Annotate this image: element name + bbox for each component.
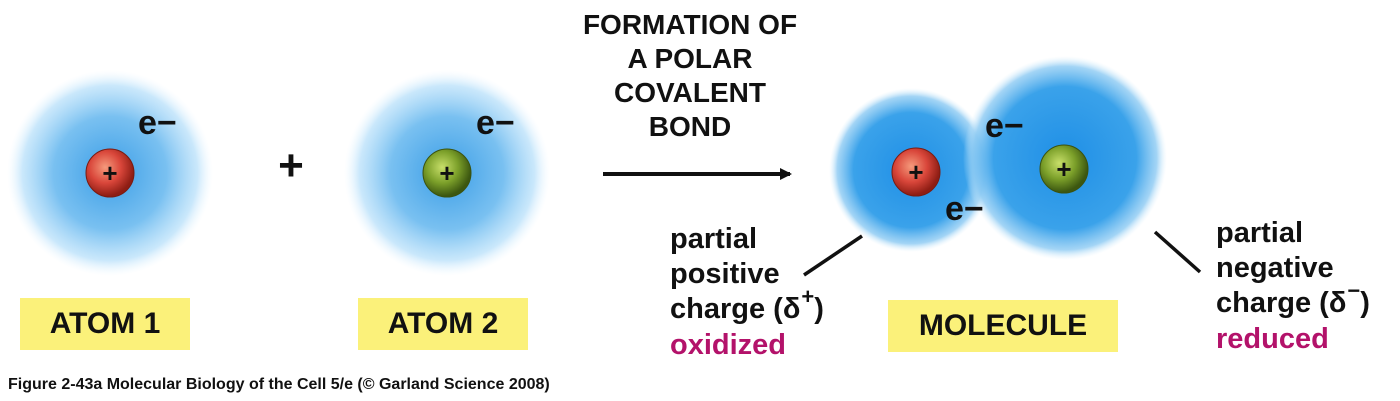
atom-2-nucleus: + xyxy=(422,148,472,198)
partial-negative-symbol: − xyxy=(1347,278,1361,303)
right-annotation-charge-prefix: charge (δ xyxy=(1216,287,1347,319)
right-annotation-line-2: negative xyxy=(1216,252,1334,284)
atom-2-nucleus-sign: + xyxy=(439,158,454,188)
left-annotation-line-1: partial xyxy=(670,223,758,255)
left-annotation-charge-suffix: ) xyxy=(814,293,824,325)
atom-2-label: ATOM 2 xyxy=(358,298,528,350)
molecule-nucleus-right: + xyxy=(1039,144,1089,194)
left-annotation-line-2: positive xyxy=(670,258,780,290)
atom-1-nucleus: + xyxy=(85,148,135,198)
right-annotation-line-1: partial xyxy=(1216,217,1304,249)
molecule: + + e− e− xyxy=(829,56,1167,260)
arrow-caption: FORMATION OF A POLAR COVALENT BOND xyxy=(555,8,825,144)
reduced-label: reduced xyxy=(1216,323,1329,355)
molecule-nucleus-right-sign: + xyxy=(1056,154,1071,184)
arrow-caption-line-4: BOND xyxy=(648,111,732,142)
plus-sign: + xyxy=(278,141,304,190)
atom-2-electron-label: e− xyxy=(476,104,515,142)
arrow-caption-line-1: FORMATION OF xyxy=(582,9,798,40)
left-annotation-charge-prefix: charge (δ xyxy=(670,293,801,325)
atom-1-electron-label: e− xyxy=(138,104,177,142)
molecule-nucleus-left: + xyxy=(891,147,941,197)
arrow-caption-line-3: COVALENT xyxy=(614,77,766,108)
arrow-caption-line-2: A POLAR xyxy=(627,43,753,74)
left-annotation-line-3: charge (δ+) xyxy=(670,284,824,328)
right-annotation: partial negative charge (δ−) reduced xyxy=(1216,216,1370,357)
partial-positive-symbol: + xyxy=(801,284,815,309)
molecule-electron-bottom: e− xyxy=(945,190,984,228)
figure-caption: Figure 2-43a Molecular Biology of the Ce… xyxy=(8,376,550,393)
atom-1-nucleus-sign: + xyxy=(102,158,117,188)
molecule-label: MOLECULE xyxy=(888,300,1118,352)
molecule-nucleus-left-sign: + xyxy=(908,157,923,187)
atom-1-label: ATOM 1 xyxy=(20,298,190,350)
atom-1: + e− xyxy=(7,70,213,276)
right-leader-line xyxy=(1153,230,1202,274)
atom-2: + e− xyxy=(344,70,550,276)
molecule-electron-top: e− xyxy=(985,107,1024,145)
right-annotation-charge-suffix: ) xyxy=(1360,287,1370,319)
right-annotation-line-3: charge (δ−) xyxy=(1216,278,1370,322)
oxidized-label: oxidized xyxy=(670,329,787,361)
left-leader-line xyxy=(803,234,863,277)
left-annotation: partial positive charge (δ+) oxidized xyxy=(670,222,824,363)
